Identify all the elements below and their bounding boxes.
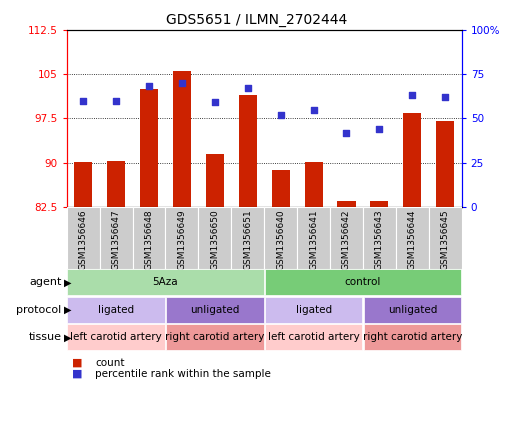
Text: unligated: unligated (190, 305, 240, 315)
Bar (67, 207, 100, 269)
Bar (364, 297, 461, 323)
Text: ▶: ▶ (64, 277, 72, 287)
Text: GSM1356649: GSM1356649 (177, 209, 186, 270)
Bar (265, 324, 362, 350)
Text: GSM1356650: GSM1356650 (210, 209, 220, 270)
Point (277, 112, 285, 118)
Bar (396, 207, 429, 269)
Text: right carotid artery: right carotid artery (363, 332, 462, 342)
Bar (67, 269, 264, 295)
Bar (297, 207, 330, 269)
Bar (199, 207, 231, 269)
Bar (140, 89, 158, 207)
Bar (100, 207, 132, 269)
Text: ▶: ▶ (64, 332, 72, 342)
Bar (74, 162, 92, 207)
Bar (166, 297, 264, 323)
Text: 5Aza: 5Aza (153, 277, 178, 287)
Text: GSM1356645: GSM1356645 (441, 209, 450, 270)
Point (211, 99, 219, 106)
Text: GDS5651 / ILMN_2702444: GDS5651 / ILMN_2702444 (166, 13, 347, 27)
Text: percentile rank within the sample: percentile rank within the sample (95, 369, 271, 379)
Text: left carotid artery: left carotid artery (70, 332, 162, 342)
Bar (429, 207, 462, 269)
Bar (363, 207, 396, 269)
Text: GSM1356648: GSM1356648 (145, 209, 153, 270)
Text: GSM1356643: GSM1356643 (375, 209, 384, 270)
Bar (264, 207, 297, 269)
Text: GSM1356651: GSM1356651 (243, 209, 252, 270)
Bar (338, 201, 356, 207)
Point (79, 97, 87, 104)
Bar (231, 207, 264, 269)
Bar (165, 207, 199, 269)
Bar (330, 207, 363, 269)
Point (441, 94, 449, 101)
Text: control: control (345, 277, 381, 287)
Text: unligated: unligated (388, 305, 437, 315)
Point (178, 80, 186, 86)
Bar (305, 162, 323, 207)
Text: GSM1356647: GSM1356647 (111, 209, 121, 270)
Bar (271, 170, 290, 207)
Bar (364, 324, 461, 350)
Text: ▶: ▶ (64, 305, 72, 315)
Point (244, 85, 252, 92)
Text: tissue: tissue (29, 332, 62, 342)
Bar (370, 201, 388, 207)
Bar (403, 113, 421, 207)
Bar (265, 297, 362, 323)
Text: ■: ■ (72, 369, 82, 379)
Text: right carotid artery: right carotid artery (165, 332, 265, 342)
Text: ligated: ligated (98, 305, 134, 315)
Bar (67, 324, 165, 350)
Text: GSM1356641: GSM1356641 (309, 209, 318, 270)
Bar (206, 154, 224, 207)
Point (145, 83, 153, 90)
Point (342, 129, 350, 136)
Text: GSM1356644: GSM1356644 (408, 209, 417, 269)
Text: protocol: protocol (16, 305, 62, 315)
Point (408, 92, 417, 99)
Bar (107, 161, 125, 207)
Text: GSM1356640: GSM1356640 (276, 209, 285, 270)
Text: ligated: ligated (295, 305, 331, 315)
Bar (265, 269, 461, 295)
Bar (173, 71, 191, 207)
Bar (166, 324, 264, 350)
Bar (436, 121, 455, 207)
Point (309, 106, 318, 113)
Point (376, 126, 384, 132)
Bar (239, 95, 257, 207)
Text: ■: ■ (72, 358, 82, 368)
Text: count: count (95, 358, 125, 368)
Point (112, 97, 120, 104)
Text: GSM1356642: GSM1356642 (342, 209, 351, 269)
Bar (67, 297, 165, 323)
Text: GSM1356646: GSM1356646 (78, 209, 88, 270)
Text: left carotid artery: left carotid artery (268, 332, 360, 342)
Text: agent: agent (29, 277, 62, 287)
Bar (132, 207, 165, 269)
